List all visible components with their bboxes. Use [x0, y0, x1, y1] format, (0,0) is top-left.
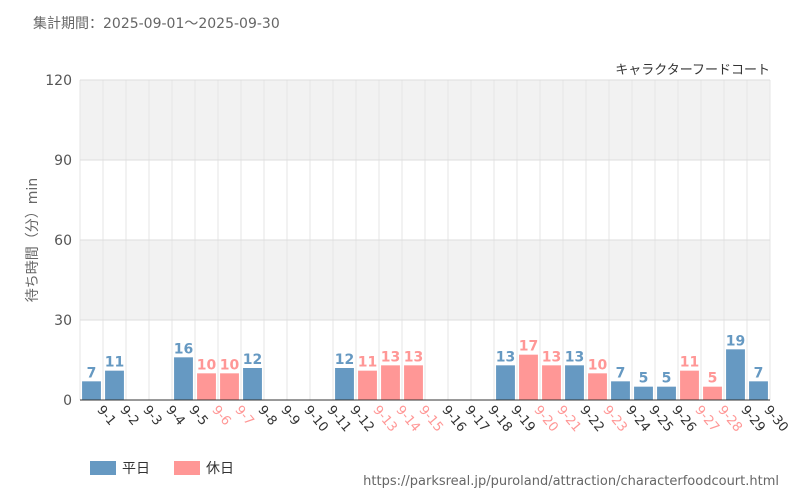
data-label: 19: [726, 333, 745, 349]
horizontal-gridlines: [80, 79, 770, 321]
bar: [197, 373, 216, 400]
x-tick-label: 9-23: [599, 403, 629, 435]
x-tick-label: 9-7: [231, 403, 256, 429]
bar: [703, 386, 722, 400]
x-tick-label: 9-10: [300, 403, 330, 435]
bar: [335, 368, 354, 400]
data-label: 12: [243, 352, 262, 368]
x-tick-label: 9-22: [576, 403, 606, 435]
x-tick-label: 9-21: [553, 403, 583, 435]
legend-weekday-label: 平日: [122, 461, 150, 477]
bar: [381, 365, 400, 400]
bar-series: [82, 349, 768, 400]
bar: [726, 349, 745, 400]
x-tick-label: 9-13: [369, 403, 399, 435]
x-tick-label: 9-6: [208, 403, 233, 429]
x-tick-label: 9-30: [760, 403, 790, 435]
x-axis-ticks: 9-19-29-39-49-59-69-79-89-99-109-119-129…: [93, 403, 790, 435]
x-tick-label: 9-19: [507, 403, 537, 435]
data-label: 13: [381, 349, 400, 365]
y-tick-label: 0: [63, 393, 72, 409]
x-tick-label: 9-2: [116, 403, 141, 429]
x-tick-label: 9-4: [162, 403, 187, 429]
y-tick-label: 90: [54, 153, 72, 169]
x-tick-label: 9-11: [323, 403, 353, 435]
x-tick-label: 9-5: [185, 403, 210, 429]
legend-holiday-label: 休日: [206, 461, 234, 477]
data-label: 11: [105, 355, 124, 371]
bar: [680, 370, 699, 400]
data-label: 17: [519, 339, 538, 355]
bar: [82, 381, 101, 400]
data-label: 5: [708, 371, 718, 387]
x-tick-label: 9-12: [346, 403, 376, 435]
bar: [174, 357, 193, 400]
data-label: 11: [680, 355, 699, 371]
data-label: 13: [565, 349, 584, 365]
data-label: 7: [87, 365, 97, 381]
y-axis-label: 待ち時間（分）min: [25, 178, 41, 302]
bar: [105, 370, 124, 400]
bar: [243, 368, 262, 400]
data-label: 10: [220, 357, 240, 373]
data-label: 16: [174, 341, 193, 357]
x-tick-label: 9-26: [668, 403, 698, 435]
legend-weekday-swatch: [90, 461, 116, 475]
bar: [565, 365, 584, 400]
x-tick-label: 9-17: [461, 403, 491, 435]
bar: [611, 381, 630, 400]
data-label: 13: [496, 349, 515, 365]
bar: [220, 373, 239, 400]
bar: [404, 365, 423, 400]
legend-holiday: 休日: [174, 458, 234, 478]
legend-weekday: 平日: [90, 458, 150, 478]
x-tick-label: 9-3: [139, 403, 164, 429]
period-range: 2025-09-01～2025-09-30: [103, 16, 280, 32]
x-tick-label: 9-29: [737, 403, 767, 435]
data-label: 12: [335, 352, 354, 368]
y-axis-ticks: 0 30 60 90 120: [45, 73, 72, 409]
data-label: 11: [358, 355, 377, 371]
period-caption: 集計期間：2025-09-01～2025-09-30: [33, 13, 280, 33]
bar: [749, 381, 768, 400]
x-tick-label: 9-27: [691, 403, 721, 435]
data-label: 5: [662, 371, 672, 387]
bar: [358, 370, 377, 400]
x-tick-label: 9-24: [622, 403, 652, 435]
x-tick-label: 9-8: [254, 403, 279, 429]
data-label: 7: [754, 365, 764, 381]
bar: [542, 365, 561, 400]
x-tick-label: 9-1: [93, 403, 118, 429]
source-url[interactable]: https://parksreal.jp/puroland/attraction…: [363, 474, 779, 489]
bar: [588, 373, 607, 400]
data-label: 13: [542, 349, 561, 365]
x-tick-label: 9-28: [714, 403, 744, 435]
x-tick-label: 9-9: [277, 403, 302, 429]
data-label: 13: [404, 349, 423, 365]
y-tick-label: 30: [54, 313, 72, 329]
x-tick-label: 9-15: [415, 403, 445, 435]
y-tick-label: 120: [45, 73, 72, 89]
data-label: 10: [197, 357, 217, 373]
x-tick-label: 9-18: [484, 403, 514, 435]
bar: [519, 354, 538, 400]
bar: [657, 386, 676, 400]
bar: [634, 386, 653, 400]
data-label: 7: [616, 365, 626, 381]
data-label: 10: [588, 357, 608, 373]
x-tick-label: 9-14: [392, 403, 422, 435]
bar: [496, 365, 515, 400]
x-tick-label: 9-20: [530, 403, 560, 435]
legend-holiday-swatch: [174, 461, 200, 475]
y-tick-label: 60: [54, 233, 72, 249]
x-tick-label: 9-25: [645, 403, 675, 435]
x-tick-label: 9-16: [438, 403, 468, 435]
data-label: 5: [639, 371, 649, 387]
period-label: 集計期間：: [33, 16, 103, 32]
chart-title: キャラクターフードコート: [615, 63, 770, 78]
